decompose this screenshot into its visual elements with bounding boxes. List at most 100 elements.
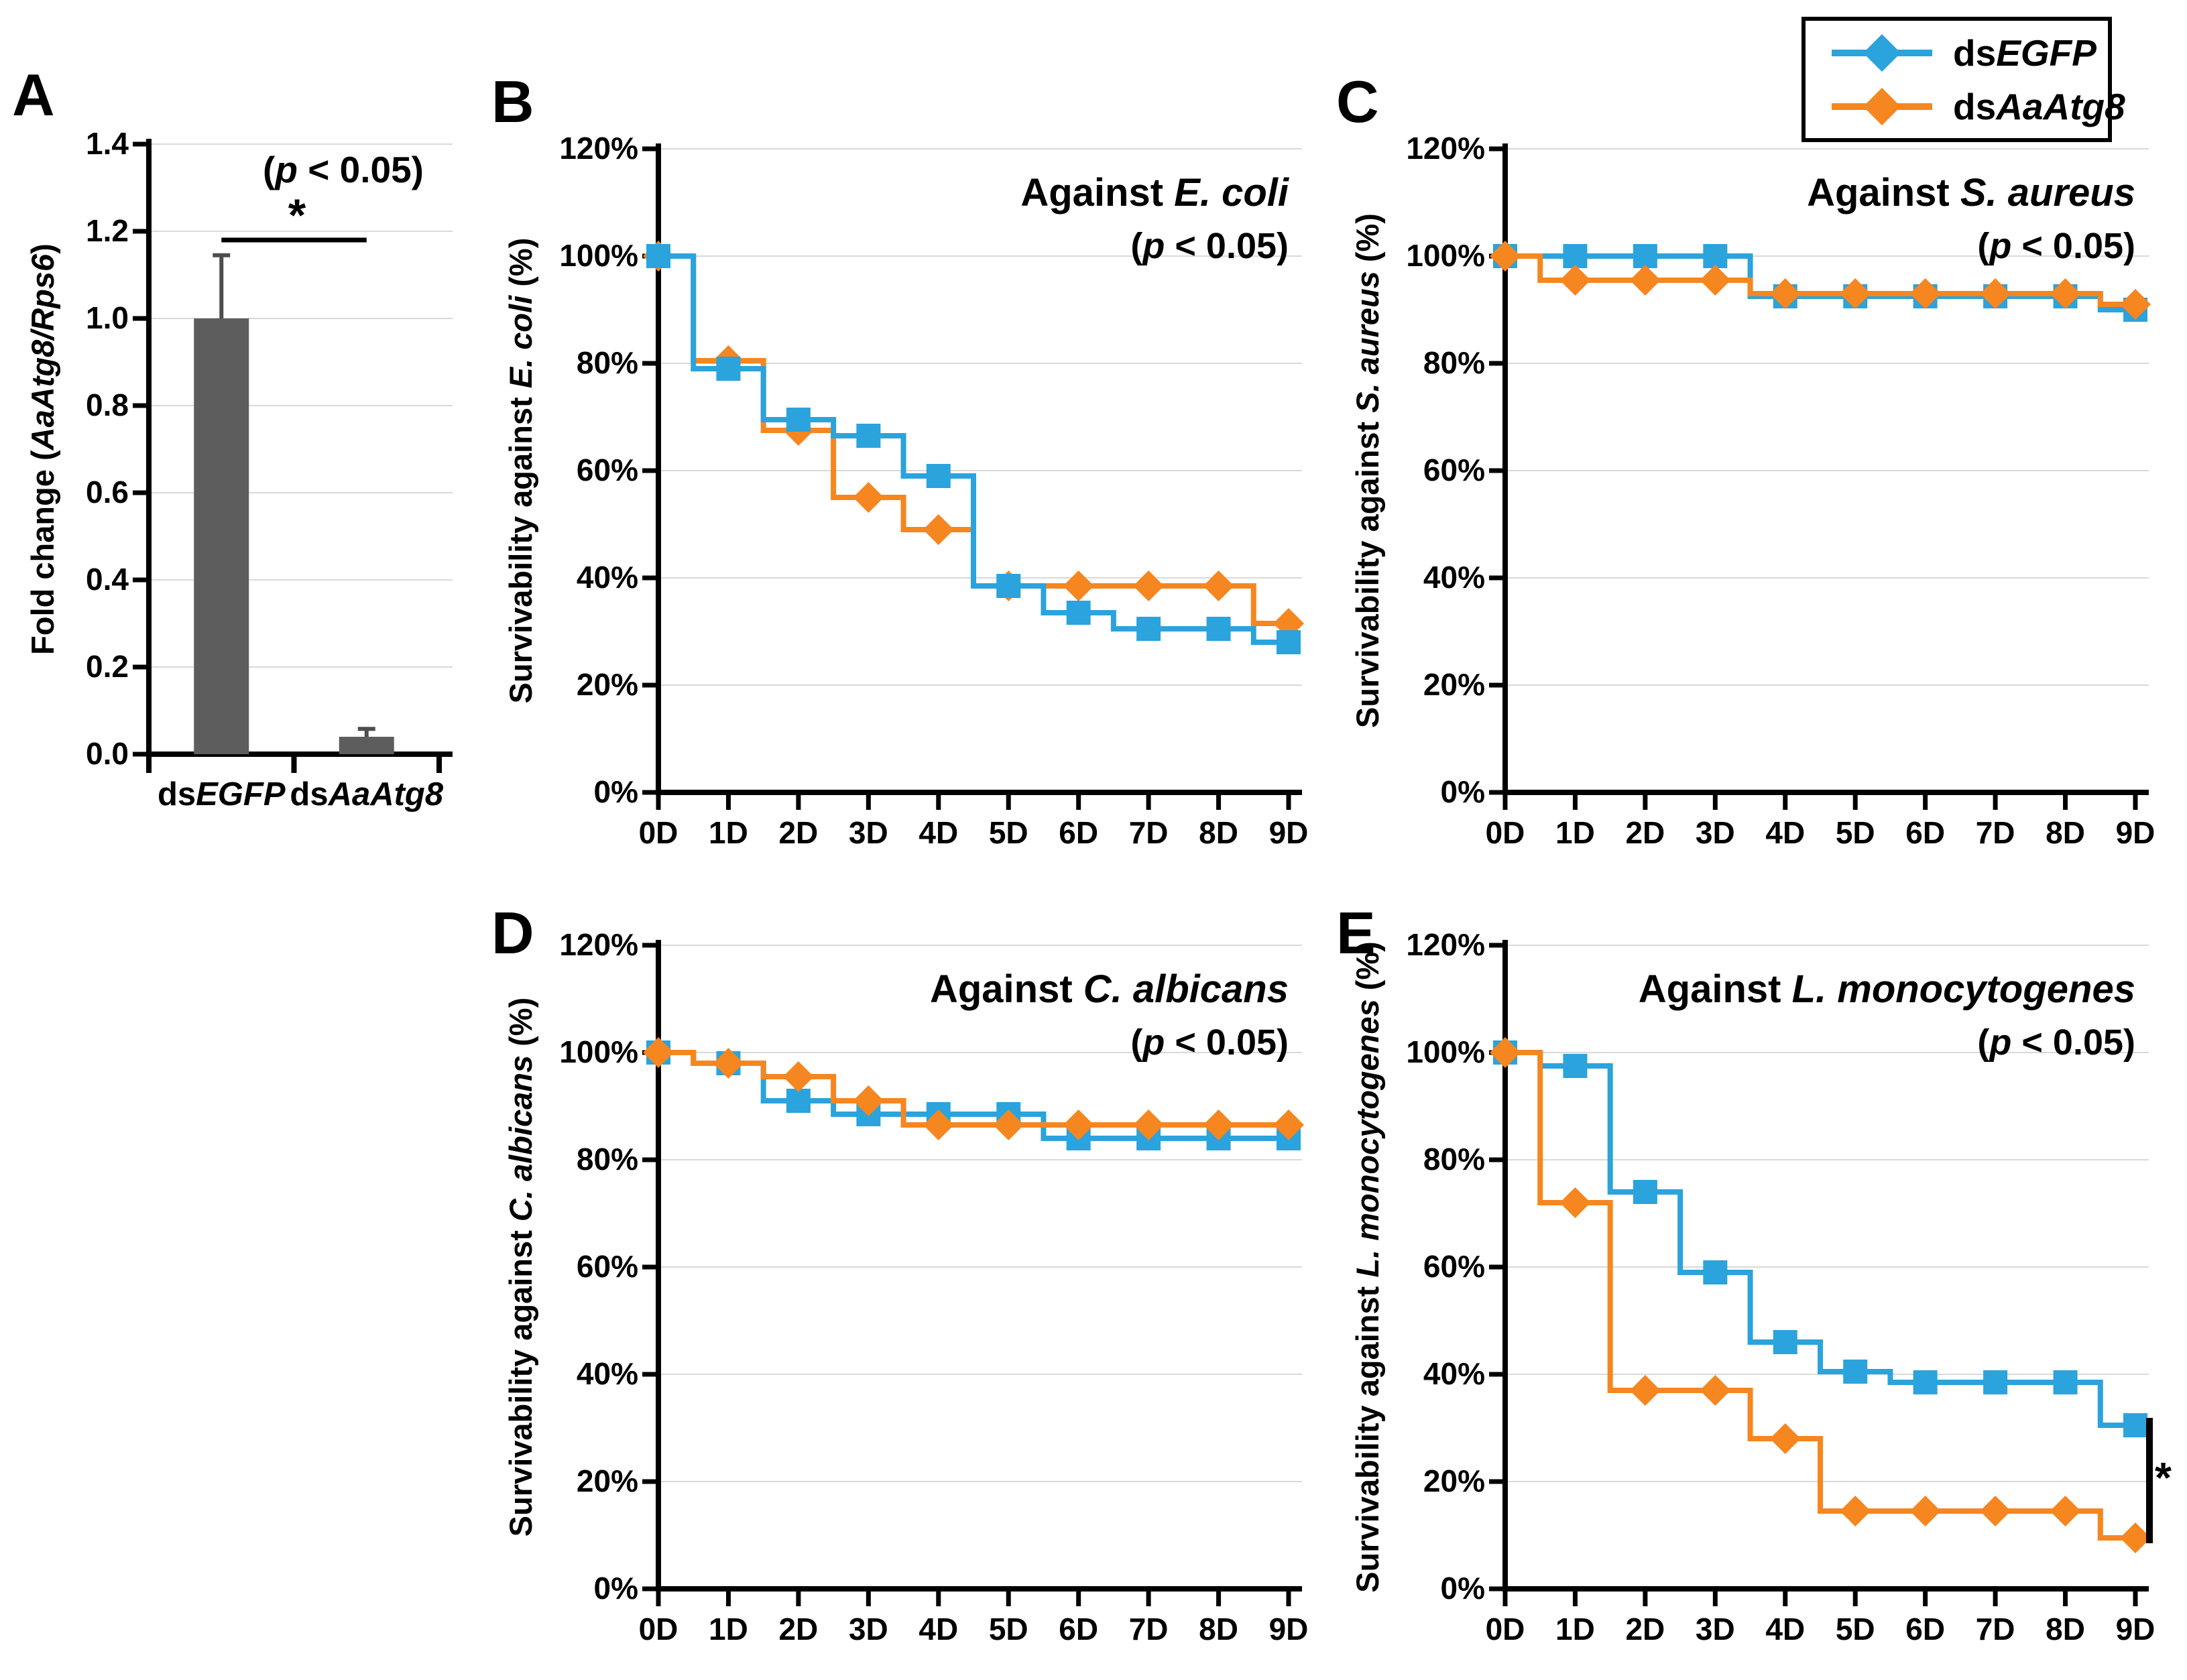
marker-diamond-dsAaAtg8 (643, 1037, 674, 1068)
marker-diamond-dsAaAtg8 (853, 1085, 884, 1116)
panel-d-title: Against C. albicans (p < 0.05) (658, 962, 1289, 1068)
marker-diamond-dsAaAtg8 (2120, 289, 2151, 320)
panel-c-label: C (1336, 68, 1379, 135)
x-axis-tick-label: 1D (1555, 1612, 1595, 1646)
marker-diamond-dsAaAtg8 (1490, 1037, 1521, 1068)
y-axis-tick-label: 60% (576, 1249, 638, 1284)
y-axis-tick-label: 1.2 (86, 213, 129, 248)
x-axis-tick-label: 1D (709, 815, 748, 850)
panel-a-pvalue: (p < 0.05) (263, 149, 424, 190)
category-label-dsEGFP: dsEGFP (157, 776, 286, 813)
marker-square-dsEGFP (786, 408, 811, 432)
panel-B-plot (642, 143, 1304, 810)
x-axis-tick-label: 9D (1268, 1612, 1309, 1646)
marker-diamond-dsAaAtg8 (993, 1109, 1024, 1140)
x-axis-tick-label: 6D (1905, 815, 1946, 850)
x-axis-tick-label: 3D (1695, 1612, 1735, 1646)
y-axis-tick-label: 40% (1423, 560, 1485, 595)
marker-diamond-dsAaAtg8 (1559, 1187, 1591, 1218)
y-axis-tick-label: 0% (1440, 774, 1485, 809)
x-axis-tick-label: 8D (1199, 815, 1238, 850)
y-axis-tick-label: 100% (1406, 1034, 1485, 1069)
y-axis-tick-label: 80% (1423, 345, 1485, 380)
legend-marker-dsEGFP-icon (1832, 34, 1932, 72)
panel-E-plot (1489, 940, 2153, 1606)
y-axis-tick-label: 40% (1423, 1356, 1485, 1391)
y-axis-tick-label: 120% (1406, 131, 1485, 166)
y-axis-tick-label: 20% (1423, 1463, 1485, 1498)
x-axis-tick-label: 3D (848, 1612, 888, 1646)
panel-a-label: A (12, 62, 55, 128)
y-axis-tick-label: 20% (576, 1463, 638, 1498)
x-axis-tick-label: 5D (1835, 815, 1875, 850)
marker-diamond-dsAaAtg8 (1629, 265, 1661, 296)
marker-diamond-dsAaAtg8 (1980, 1496, 2011, 1526)
x-axis-tick-label: 8D (2046, 815, 2085, 850)
panel-A-plot (133, 139, 453, 773)
marker-square-dsEGFP (1563, 1054, 1588, 1078)
y-axis-tick-label: 0% (593, 774, 638, 809)
x-axis-tick-label: 6D (1059, 1612, 1099, 1646)
marker-square-dsEGFP (1843, 1360, 1868, 1384)
x-axis-tick-label: 1D (709, 1612, 748, 1646)
marker-square-dsEGFP (1703, 244, 1728, 268)
marker-diamond-dsAaAtg8 (923, 514, 954, 545)
x-axis-tick-label: 7D (1975, 1612, 2015, 1646)
legend-diamond (1863, 87, 1901, 125)
x-axis-tick-label: 5D (988, 1612, 1028, 1646)
y-axis-tick-label: 60% (1423, 453, 1485, 487)
y-axis-tick-label: 60% (576, 453, 638, 487)
marker-diamond-dsAaAtg8 (1909, 278, 1941, 309)
marker-diamond-dsAaAtg8 (1700, 265, 1731, 296)
panel-b-label: B (491, 68, 534, 135)
marker-diamond-dsAaAtg8 (923, 1109, 954, 1140)
marker-diamond-dsAaAtg8 (1133, 1109, 1165, 1140)
x-axis-tick-label: 4D (1765, 815, 1806, 850)
x-axis-tick-label: 0D (638, 815, 678, 850)
x-axis-tick-label: 1D (1555, 815, 1595, 850)
x-axis-tick-label: 4D (1765, 1612, 1806, 1646)
marker-square-dsEGFP (646, 244, 670, 268)
panel-a-significance-star: * (288, 190, 306, 241)
marker-diamond-dsAaAtg8 (1629, 1375, 1661, 1406)
x-axis-tick-label: 6D (1059, 815, 1099, 850)
bar-dsEGFP (194, 318, 249, 754)
panel-C-plot (1489, 143, 2151, 810)
panel-e-significance-star: * (2155, 1453, 2172, 1502)
marker-square-dsEGFP (2123, 1413, 2147, 1437)
y-axis-tick-label: 100% (559, 1034, 638, 1069)
y-axis-tick-label: 40% (576, 560, 638, 595)
y-axis-tick-label: 60% (1423, 1249, 1485, 1284)
marker-diamond-dsAaAtg8 (1490, 241, 1521, 272)
panel-e-title: Against L. monocytogenes (p < 0.05) (1505, 962, 2135, 1068)
marker-diamond-dsAaAtg8 (1769, 1423, 1801, 1454)
panel-c-title: Against S. aureus (p < 0.05) (1505, 166, 2135, 272)
series-line-dsEGFP (658, 253, 1289, 645)
marker-diamond-dsAaAtg8 (1273, 1109, 1304, 1140)
y-axis-tick-label: 0% (593, 1571, 638, 1606)
marker-square-dsEGFP (1136, 617, 1161, 641)
legend-marker-dsAaAtg8-icon (1832, 87, 1932, 125)
y-axis-tick-label: 0.8 (86, 387, 129, 422)
panel-a-y-axis-title: Fold change (AaAtg8/Rps6) (25, 243, 60, 655)
marker-square-dsEGFP (1277, 630, 1301, 654)
legend: dsEGFP dsAaAtg8 (1801, 17, 2125, 142)
x-axis-tick-label: 8D (1199, 1612, 1238, 1646)
marker-square-dsEGFP (786, 1089, 811, 1113)
marker-square-dsEGFP (926, 464, 951, 488)
x-axis-tick-label: 8D (2046, 1612, 2085, 1646)
marker-square-dsEGFP (996, 574, 1021, 598)
legend-item-dsAaAtg8: dsAaAtg8 (1828, 80, 2125, 133)
panel-c-pvalue: (p < 0.05) (1977, 226, 2135, 266)
marker-diamond-dsAaAtg8 (2050, 1496, 2081, 1526)
marker-square-dsEGFP (1703, 1260, 1728, 1284)
panel-e-title-text: Against L. monocytogenes (1638, 967, 2135, 1011)
panel-b-pvalue: (p < 0.05) (1130, 226, 1289, 266)
marker-diamond-dsAaAtg8 (1203, 571, 1234, 601)
y-axis-tick-label: 0.6 (86, 475, 129, 509)
series-line-dsAaAtg8 (1505, 1050, 2135, 1541)
x-axis-tick-label: 2D (778, 1612, 819, 1646)
series-line-dsEGFP (1505, 1050, 2135, 1428)
marker-diamond-dsAaAtg8 (713, 1048, 744, 1079)
